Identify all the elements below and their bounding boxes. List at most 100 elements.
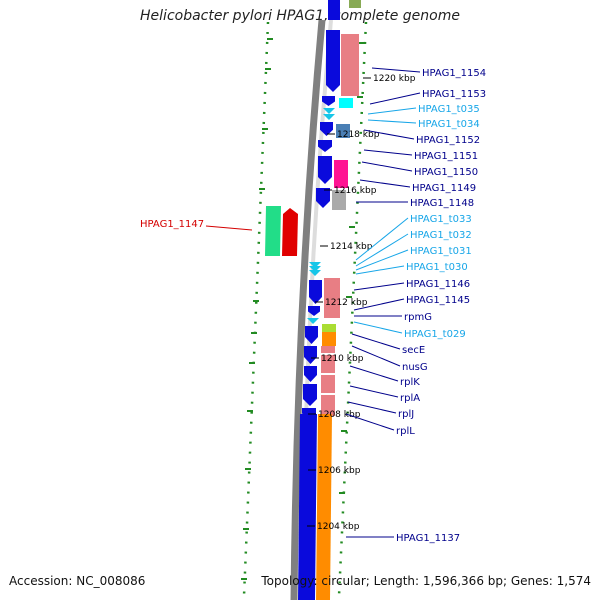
feature-top-olive	[349, 0, 361, 8]
scale-label: 1214 kbp	[330, 242, 373, 252]
feature-orange-block	[316, 414, 332, 600]
scale-label: 1204 kbp	[317, 522, 360, 532]
gene-label: HPAG1_1148	[410, 198, 474, 209]
gc-dash	[267, 38, 273, 40]
map-title: Helicobacter pylori HPAG1, complete geno…	[140, 8, 460, 24]
leader-line	[367, 119, 417, 124]
gene-label: HPAG1_t029	[404, 329, 466, 340]
feature-hpag1-1150	[334, 160, 348, 188]
gene-label: HPAG1_1150	[414, 167, 478, 178]
leader-line	[359, 179, 411, 188]
gene-label: HPAG1_t032	[410, 230, 472, 241]
scale-label: 1216 kbp	[334, 186, 377, 196]
leader-line	[351, 345, 401, 367]
gc-dash	[357, 96, 363, 98]
gc-content-track	[241, 21, 368, 597]
leader-line	[345, 413, 395, 431]
gene-label: HPAG1_1152	[416, 135, 480, 146]
gene-label: HPAG1_t035	[418, 104, 480, 115]
trna-hpag1-t034	[323, 114, 335, 120]
scale-label: 1212 kbp	[325, 298, 368, 308]
cds-hpag1-1153	[322, 96, 335, 106]
trna-hpag1-t033	[309, 262, 321, 268]
backbone-ring	[290, 19, 326, 600]
gc-dash	[341, 430, 347, 432]
trna-hpag1-t032	[309, 266, 321, 272]
gene-label: HPAG1_1137	[396, 533, 460, 544]
gc-dash	[349, 226, 355, 228]
gc-dash	[259, 188, 265, 190]
cds-hpag1-1137	[298, 414, 317, 600]
gene-label: rplL	[396, 426, 415, 437]
leader-line-highlight	[205, 225, 253, 231]
scale-label: 1218 kbp	[337, 130, 380, 140]
gene-label: HPAG1_1149	[412, 183, 476, 194]
cds-top-segment	[328, 0, 340, 20]
scale-label: 1220 kbp	[373, 74, 416, 84]
gene-label: HPAG1_1154	[422, 68, 486, 79]
gc-dash	[262, 128, 268, 130]
gc-dash	[346, 296, 352, 298]
gc-dash	[265, 68, 271, 70]
feature-hpag1-1147-red	[282, 208, 298, 256]
gene-label: rpmG	[404, 312, 432, 323]
cds-hpag1-1152	[320, 122, 333, 136]
leader-line	[369, 92, 421, 105]
scale-ticks: 1220 kbp 1218 kbp 1216 kbp 1214 kbp 1212 kbp…	[307, 74, 416, 532]
feature-secE	[322, 332, 336, 346]
cds-hpag1-1149	[316, 188, 330, 208]
feature-hpag1-1154	[341, 34, 359, 96]
gene-label: HPAG1_t033	[410, 214, 472, 225]
cds-secE	[305, 326, 318, 344]
feature-hpag1-1147-green	[265, 206, 281, 256]
gene-label-highlight: HPAG1_1147	[140, 219, 204, 230]
gene-label: rplK	[400, 377, 420, 388]
leader-line	[351, 333, 401, 350]
gene-label: HPAG1_t031	[410, 246, 472, 257]
trna-hpag1-t035	[323, 108, 335, 114]
scale-label: 1208 kbp	[318, 410, 361, 420]
cds-rplA	[303, 384, 317, 406]
leader-line	[367, 107, 417, 115]
cds-rplK	[304, 366, 317, 382]
feature-tracks	[265, 0, 361, 600]
leader-line	[353, 282, 405, 291]
gc-dotted-line-inner	[337, 21, 368, 597]
leader-line	[355, 217, 409, 261]
gc-dash	[247, 410, 253, 412]
leader-line	[355, 233, 409, 267]
leader-line	[353, 298, 405, 311]
gene-label: rplJ	[398, 409, 414, 420]
cds-hpag1-1145	[308, 306, 320, 316]
cds-hpag1-1146	[309, 280, 322, 304]
gc-dash	[359, 42, 365, 44]
leader-line	[349, 365, 399, 382]
feature-nusG-rplL	[321, 346, 335, 416]
gc-dash	[245, 468, 251, 470]
gene-label: secE	[402, 345, 425, 356]
cds-nusG	[304, 346, 317, 364]
gc-dash	[241, 578, 247, 580]
feature-hpag1-1152	[336, 124, 350, 138]
gene-label: nusG	[402, 362, 428, 373]
topology-text: Topology: circular; Length: 1,596,366 bp…	[261, 574, 591, 588]
leader-line	[355, 265, 405, 275]
feature-hpag1-1153	[339, 98, 353, 108]
leader-line	[371, 67, 421, 73]
gc-dash	[339, 492, 345, 494]
leader-line	[361, 161, 413, 172]
scale-label: 1206 kbp	[318, 466, 361, 476]
leader-line	[353, 321, 403, 334]
leader-line	[363, 129, 415, 140]
scale-label: 1210 kbp	[321, 354, 364, 364]
gene-label: HPAG1_t030	[406, 262, 468, 273]
feature-rpmG	[322, 324, 336, 332]
leader-line	[349, 385, 399, 398]
cds-hpag1-1150	[318, 156, 332, 184]
trna-hpag1-t029	[307, 318, 319, 324]
feature-hpag1-1148	[332, 190, 346, 210]
leader-line	[347, 401, 397, 414]
gc-dash	[243, 528, 249, 530]
